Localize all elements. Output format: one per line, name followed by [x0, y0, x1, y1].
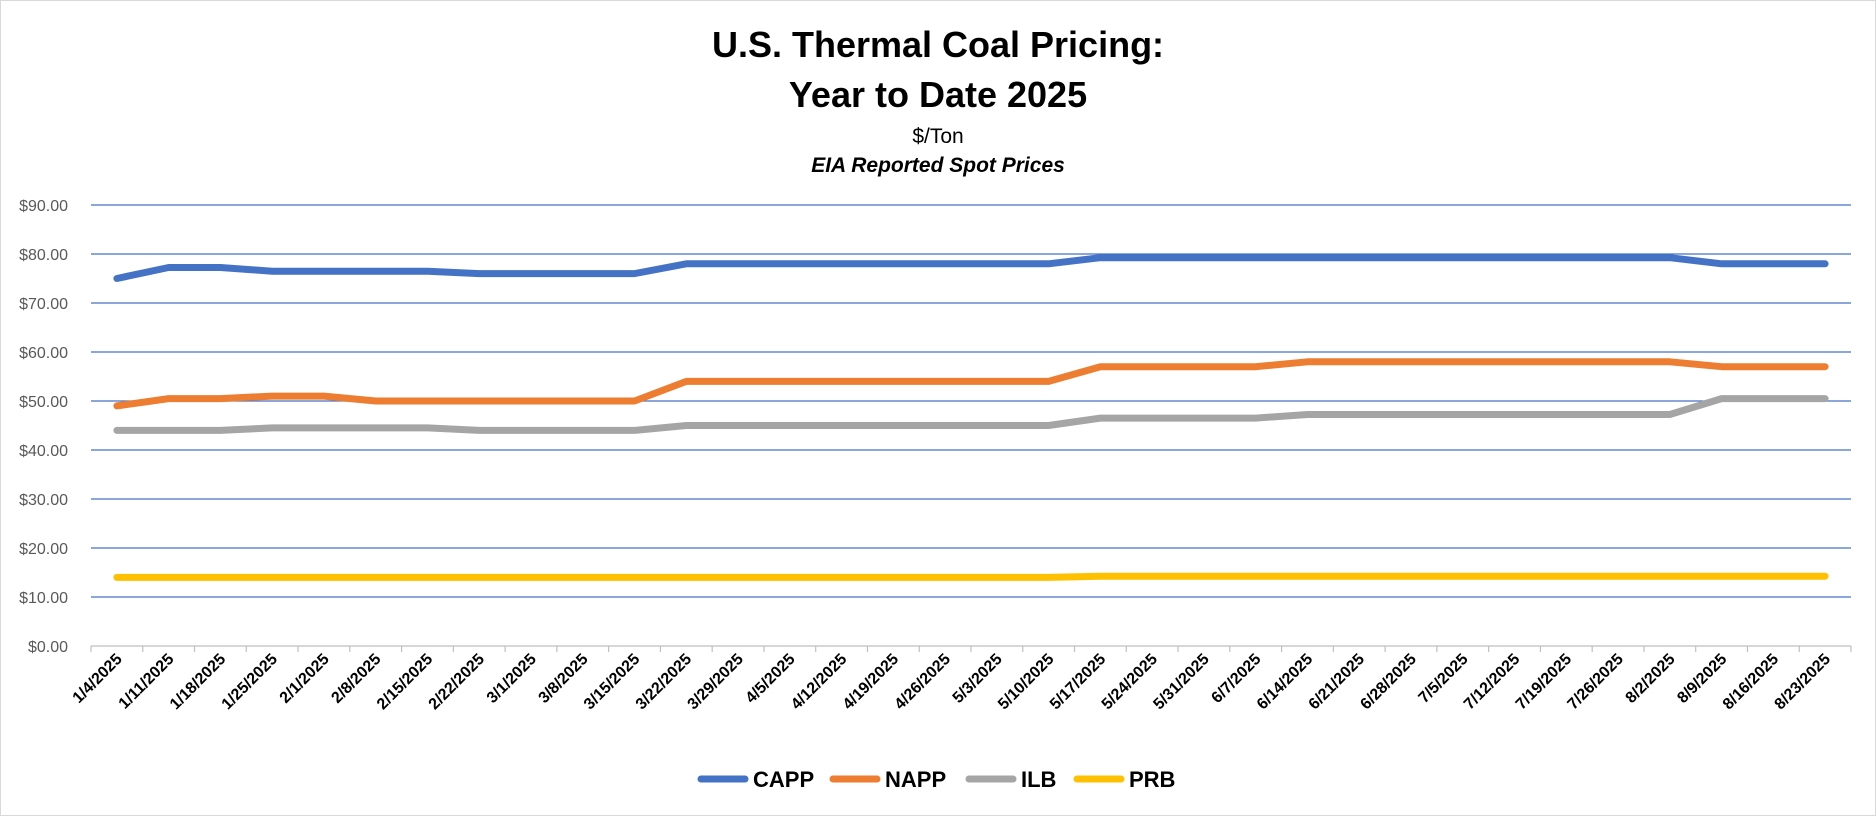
y-axis-tick-labels: $0.00 $10.00 $20.00 $30.00 $40.00 $50.00 $60.0… [19, 198, 68, 656]
legend-label-capp: CAPP [753, 767, 814, 792]
x-axis-tick-labels: 1/4/20251/11/20251/18/20251/25/20252/1/2… [70, 651, 1834, 713]
y-tick-label: $90.00 [19, 198, 68, 215]
x-tick-label: 3/29/2025 [685, 651, 747, 713]
y-tick-label: $60.00 [19, 345, 68, 362]
y-tick-label: $80.00 [19, 247, 68, 264]
chart-subtitle-source: EIA Reported Spot Prices [811, 154, 1065, 177]
series-line-prb [113, 572, 1829, 581]
x-tick-label: 3/1/2025 [484, 651, 540, 707]
y-tick-label: $40.00 [19, 443, 68, 460]
chart-title-line2: Year to Date 2025 [789, 74, 1087, 115]
x-tick-label: 8/23/2025 [1772, 651, 1834, 713]
series-line-ilb [113, 395, 1829, 434]
chart-subtitle: $/Ton [912, 125, 963, 148]
y-tick-label: $10.00 [19, 590, 68, 607]
series-line-napp [113, 358, 1829, 410]
chart-title-line1: U.S. Thermal Coal Pricing: [712, 24, 1164, 65]
legend-label-prb: PRB [1129, 767, 1175, 792]
x-tick-label: 2/1/2025 [277, 651, 333, 707]
x-axis [90, 645, 1852, 652]
y-tick-label: $70.00 [19, 296, 68, 313]
x-tick-label: 5/31/2025 [1150, 651, 1212, 713]
x-tick-label: 6/28/2025 [1357, 651, 1419, 713]
x-tick-label: 4/26/2025 [892, 651, 954, 713]
x-tick-label: 8/2/2025 [1623, 651, 1679, 707]
series-lines [113, 254, 1829, 581]
x-tick-label: 1/25/2025 [219, 651, 281, 713]
series-line-capp [113, 254, 1829, 282]
y-tick-label: $30.00 [19, 492, 68, 509]
y-tick-label: $50.00 [19, 394, 68, 411]
legend: CAPP NAPP ILB PRB [697, 767, 1175, 792]
x-tick-label: 2/22/2025 [426, 651, 488, 713]
legend-label-ilb: ILB [1021, 767, 1056, 792]
x-tick-label: 7/26/2025 [1565, 651, 1627, 713]
legend-label-napp: NAPP [885, 767, 946, 792]
y-tick-label: $20.00 [19, 541, 68, 558]
y-tick-label: $0.00 [28, 639, 68, 656]
